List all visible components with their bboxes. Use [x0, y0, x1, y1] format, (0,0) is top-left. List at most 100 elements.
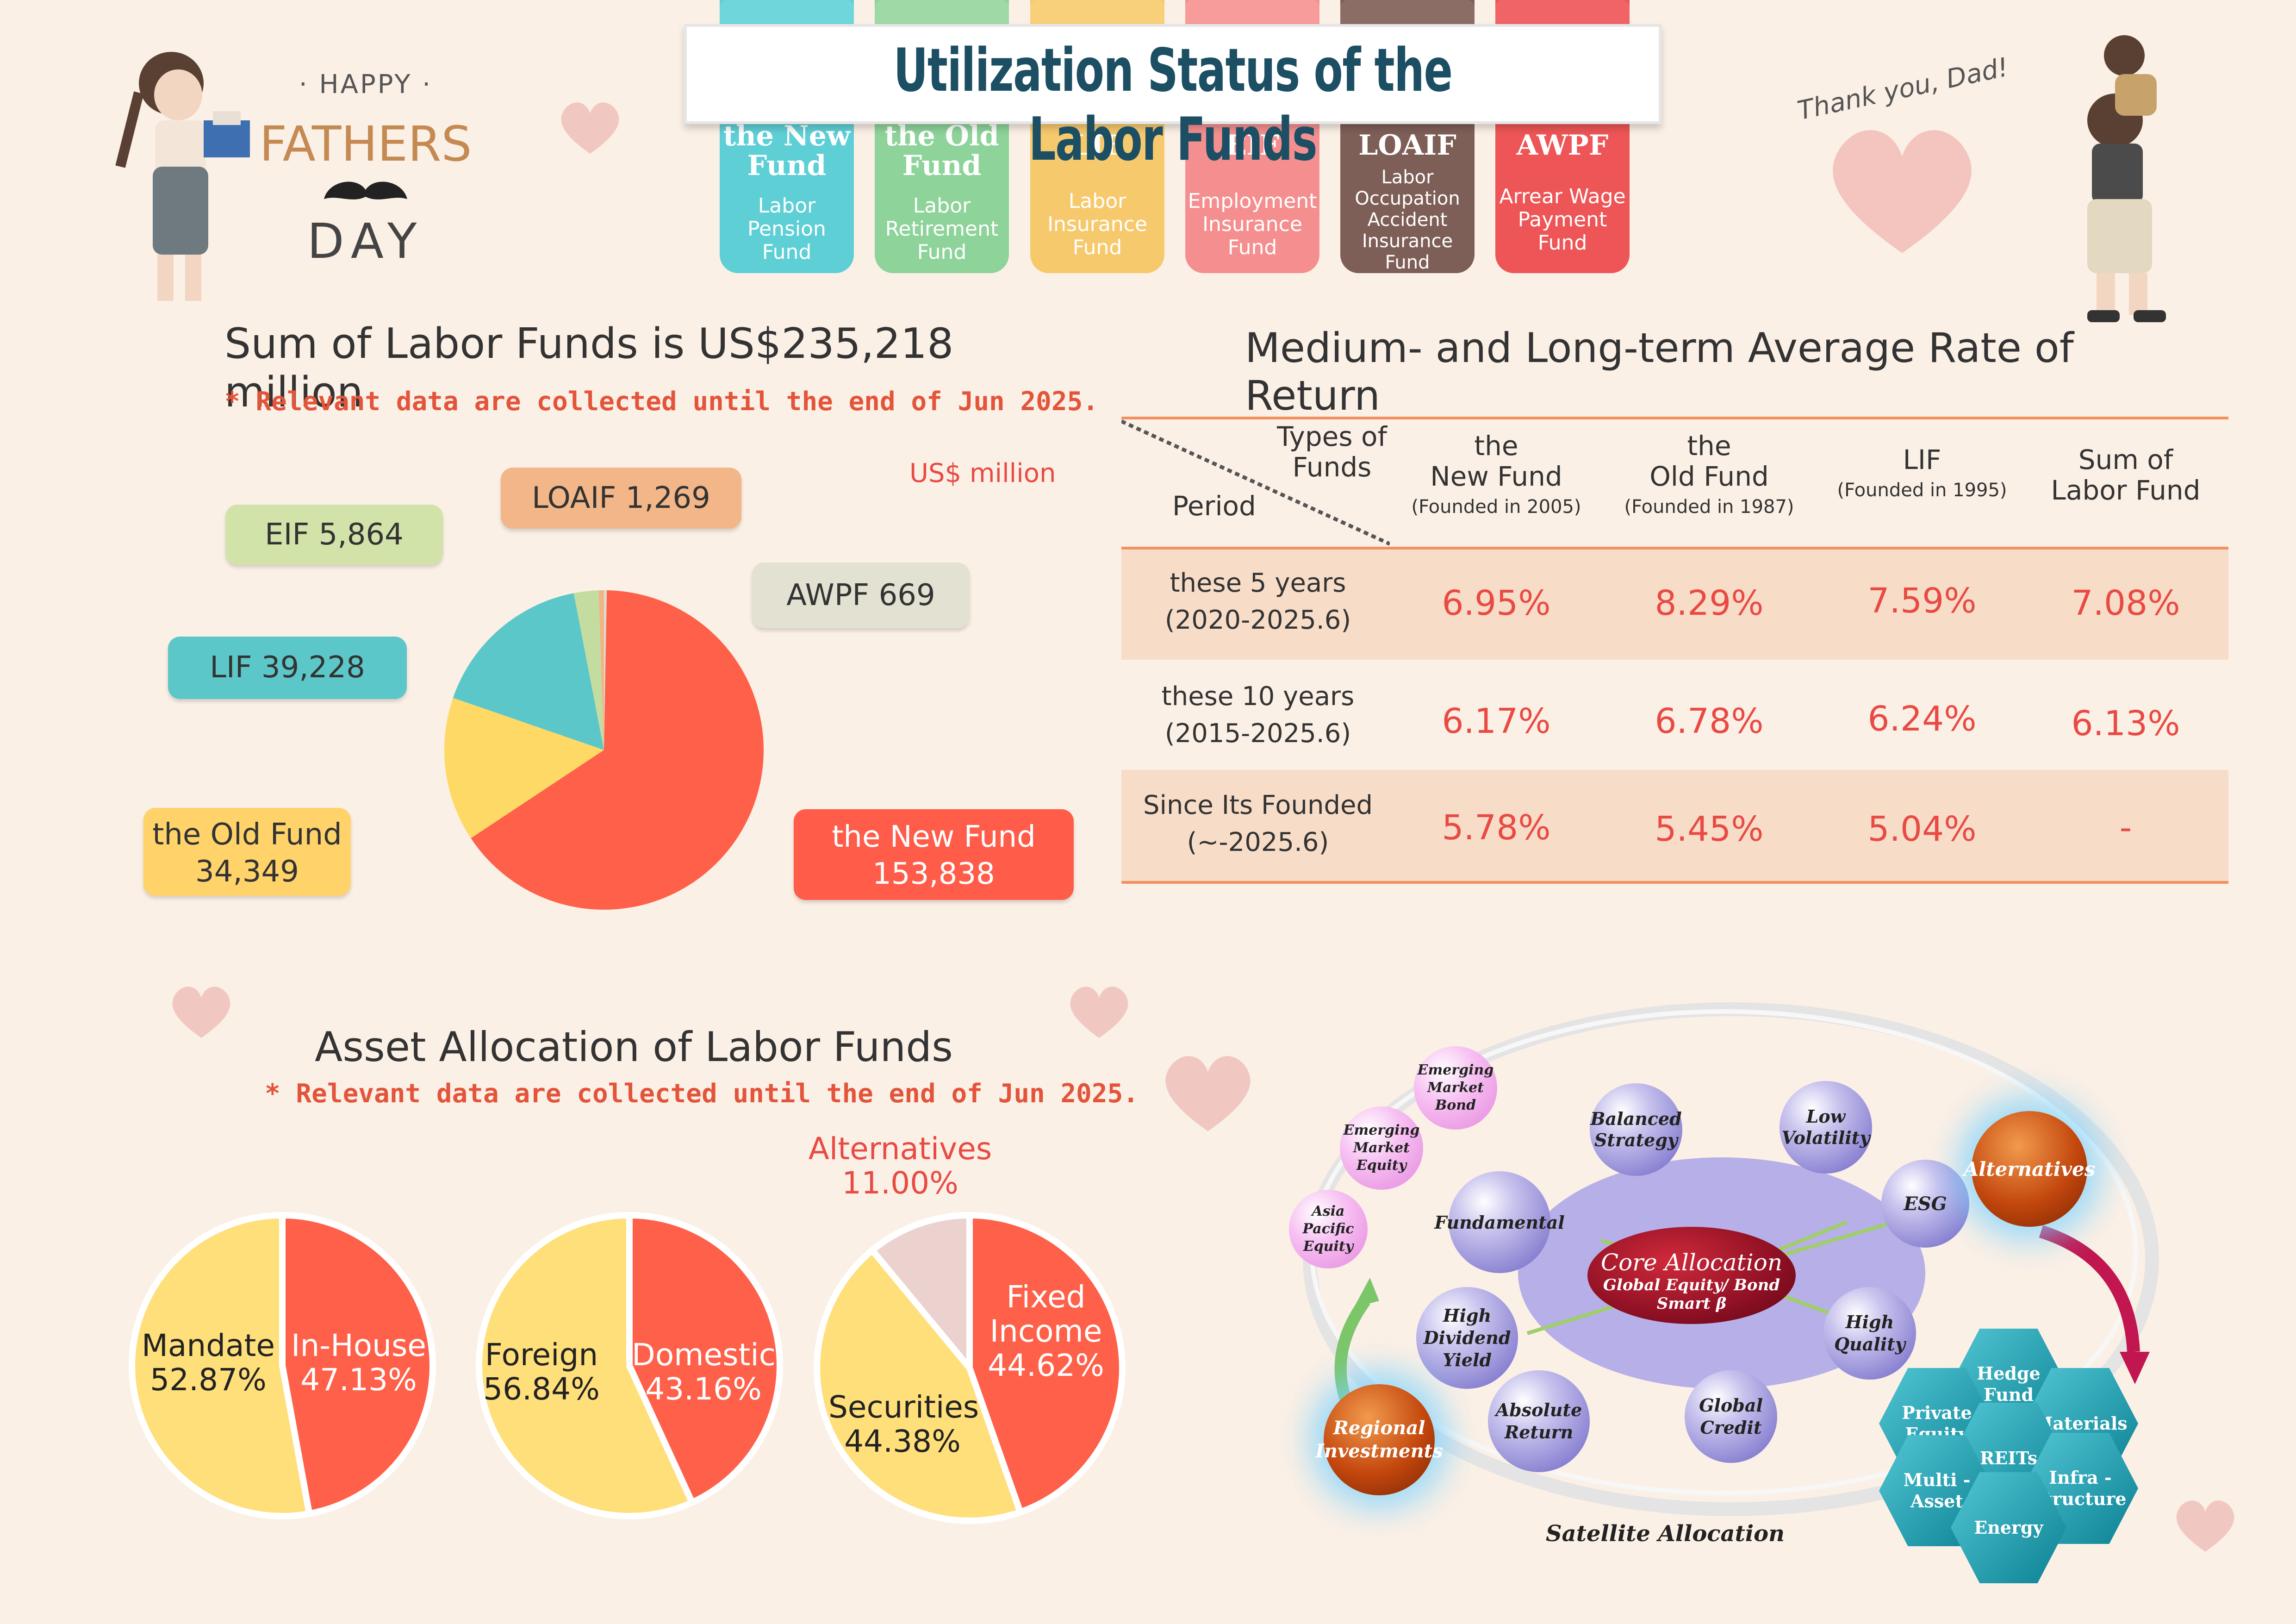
- pie-slice-fixed-income: [966, 1212, 1126, 1517]
- lif-label: LIF 39,228: [168, 637, 407, 699]
- fund-sum-pie: [444, 590, 764, 910]
- satellite-allocation-label: Satellite Allocation: [1546, 1521, 1785, 1547]
- return-table: Types of Funds Period the New Fund (Foun…: [1121, 417, 2228, 885]
- col-line2: New Fund: [1430, 461, 1562, 492]
- heart-icon: [1157, 1042, 1259, 1143]
- tab-full-name: Labor Retirement Fund: [885, 194, 999, 264]
- pie-slice-lif: [453, 593, 604, 750]
- high-dividend-yield-sphere: High Dividend Yield: [1416, 1287, 1518, 1389]
- pie-slice-the-new-fund: [471, 590, 764, 910]
- high-quality-sphere: High Quality: [1823, 1287, 1916, 1380]
- fixed-income-label: Fixed Income 44.62%: [977, 1280, 1115, 1383]
- allocation-heading: Asset Allocation of Labor Funds: [315, 1023, 953, 1071]
- inhouse-label: In-House 47.13%: [289, 1329, 428, 1397]
- page-title: Utilization Status of the Labor Funds: [893, 36, 1452, 174]
- father-child-illustration: [2046, 23, 2203, 329]
- domestic-label: Domestic 43.16%: [632, 1338, 776, 1406]
- sum-heading: Sum of Labor Funds is US$235,218 million: [224, 319, 954, 417]
- period-line2: (2020-2025.6): [1164, 605, 1351, 635]
- securities-label: Securities 44.38%: [828, 1389, 979, 1459]
- heart-icon: [1819, 106, 1985, 273]
- col-line1: the: [1474, 430, 1518, 462]
- allocation-pie-domestic: [476, 1212, 783, 1519]
- col-line1: LIF: [1903, 444, 1941, 475]
- col-sub: (Founded in 2005): [1411, 496, 1581, 518]
- rate-value: 6.78%: [1655, 701, 1764, 741]
- slice-name: In-House: [291, 1328, 426, 1363]
- pie-slice-the-old-fund: [444, 698, 604, 838]
- day-label: DAY: [307, 213, 424, 269]
- col-header-new-fund: the New Fund (Founded in 2005): [1394, 431, 1598, 522]
- rate-value: -: [2119, 808, 2132, 848]
- title-banner: [684, 24, 1661, 124]
- tab-abbr: the Old Fund: [884, 120, 999, 182]
- pie-slice-awpf: [604, 590, 607, 750]
- col-sub: (Founded in 1987): [1624, 496, 1794, 518]
- slice-name: Income: [989, 1313, 1102, 1349]
- col-header-sum: Sum of Labor Fund: [2028, 444, 2223, 506]
- old-fund-label: the Old Fund 34,349: [143, 808, 351, 896]
- col-line2: Old Fund: [1649, 461, 1769, 492]
- core-sub2: Smart β: [1656, 1294, 1727, 1313]
- allocation-note: * Relevant data are collected until the …: [265, 1079, 1139, 1109]
- new-fund-value: 153,838: [872, 857, 995, 891]
- tab-full-name: Labor Pension Fund: [747, 194, 826, 264]
- table-top-rule: [1121, 417, 2228, 419]
- unit-label: US$ million: [909, 458, 1056, 488]
- pie-slice-eif: [573, 590, 604, 750]
- col-line2: Labor Fund: [2051, 475, 2201, 506]
- corner-diagonal-divider: [1121, 419, 1390, 546]
- alternatives-sphere: Alternatives: [1964, 1111, 2095, 1227]
- rate-value: 5.04%: [1867, 809, 1977, 849]
- corner-period-label: Period: [1172, 490, 1256, 522]
- rate-value: 6.17%: [1442, 701, 1551, 741]
- tab-full-name: Arrear Wage Payment Fund: [1499, 185, 1626, 255]
- new-fund-name: the New Fund: [832, 820, 1036, 854]
- corner-types-label: Types of Funds: [1277, 421, 1387, 483]
- pie-slice-foreign: [476, 1212, 697, 1519]
- slice-value: 47.13%: [300, 1362, 417, 1398]
- period-line1: Since Its Founded: [1143, 790, 1373, 820]
- rate-value: 5.45%: [1655, 809, 1764, 849]
- sum-note: * Relevant data are collected until the …: [224, 387, 1099, 417]
- rate-value: 6.95%: [1442, 583, 1551, 623]
- happy-label: · HAPPY ·: [299, 69, 433, 100]
- rate-value: 7.08%: [2071, 583, 2180, 623]
- rate-value: 7.59%: [1867, 581, 1977, 621]
- pie-slice-securities: [814, 1245, 1025, 1524]
- alternatives-label: Alternatives 11.00%: [808, 1132, 993, 1200]
- col-line1: Sum of: [2078, 444, 2173, 475]
- tab-abbr: EIF: [1225, 129, 1280, 162]
- col-sub: (Founded in 1995): [1837, 480, 2007, 501]
- heart-icon: [1064, 977, 1134, 1046]
- col-header-lif: LIF (Founded in 1995): [1820, 444, 2024, 506]
- tab-abbr: the New Fund: [723, 120, 851, 182]
- slice-value: 44.38%: [844, 1424, 961, 1459]
- slice-value: 11.00%: [842, 1165, 958, 1201]
- absolute-return-sphere: Absolute Return: [1488, 1370, 1590, 1472]
- slice-name: Alternatives: [808, 1131, 992, 1167]
- slice-name: Foreign: [485, 1337, 598, 1373]
- rate-value: 6.13%: [2071, 704, 2180, 743]
- slice-name: Mandate: [141, 1328, 275, 1363]
- fathers-label: FATHERS: [259, 116, 472, 172]
- period-line1: these 10 years: [1161, 681, 1355, 712]
- slice-name: Securities: [828, 1389, 979, 1425]
- slice-value: 44.62%: [988, 1348, 1104, 1383]
- slice-name: Fixed: [1006, 1279, 1086, 1315]
- return-heading: Medium- and Long-term Average Rate of Re…: [1245, 324, 2074, 419]
- regional-investments-sphere: Regional Investments: [1315, 1384, 1443, 1495]
- balanced-strategy-sphere: Balanced Strategy: [1590, 1083, 1682, 1176]
- core-title: Core Allocation: [1600, 1249, 1783, 1276]
- core-allocation-badge: Core Allocation Global Equity/ Bond Smar…: [1587, 1227, 1796, 1324]
- tab-full-name: Labor Occupation Accident Insurance Fund: [1355, 167, 1460, 273]
- table-bottom-rule: [1121, 881, 2228, 884]
- mustache-icon: [319, 176, 412, 213]
- emerging-market-bond-sphere: Emerging Market Bond: [1414, 1046, 1497, 1130]
- row-period: these 10 years (2015-2025.6): [1121, 678, 1394, 752]
- heart-icon: [167, 977, 236, 1046]
- old-fund-name: the Old Fund: [152, 818, 342, 852]
- rate-value: 8.29%: [1655, 583, 1764, 623]
- slice-value: 52.87%: [150, 1362, 267, 1398]
- low-volatility-sphere: Low Volatility: [1780, 1081, 1872, 1174]
